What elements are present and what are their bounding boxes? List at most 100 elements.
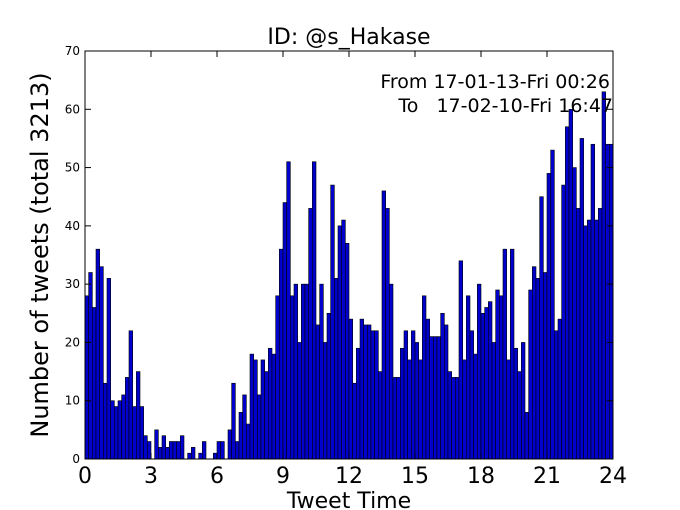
histogram-bar bbox=[506, 359, 511, 460]
histogram-bar bbox=[407, 359, 412, 460]
histogram-bar bbox=[532, 266, 537, 460]
histogram-bar bbox=[246, 423, 251, 460]
x-tick-label: 0 bbox=[78, 464, 92, 489]
histogram-bar bbox=[601, 91, 606, 460]
histogram-bar bbox=[495, 289, 500, 460]
histogram-bar bbox=[444, 324, 449, 460]
histogram-bar bbox=[147, 441, 152, 460]
histogram-bar bbox=[275, 295, 280, 460]
histogram-bar bbox=[568, 108, 573, 460]
histogram-bar bbox=[337, 225, 342, 460]
histogram-bar bbox=[125, 377, 130, 460]
histogram-bar bbox=[191, 447, 196, 460]
histogram-bar bbox=[466, 295, 471, 460]
histogram-bar bbox=[257, 394, 262, 460]
histogram-bar bbox=[92, 307, 97, 460]
histogram-bar bbox=[488, 301, 493, 460]
histogram-bar bbox=[609, 143, 614, 460]
histogram-bar bbox=[348, 318, 353, 460]
y-tick-label: 0 bbox=[72, 452, 80, 466]
histogram-bar bbox=[249, 353, 254, 460]
histogram-bar bbox=[583, 225, 588, 460]
histogram-bar bbox=[158, 447, 163, 460]
histogram-bar bbox=[286, 161, 291, 460]
histogram-bar bbox=[326, 312, 331, 460]
histogram-bar bbox=[282, 202, 287, 460]
histogram-bar bbox=[587, 219, 592, 460]
histogram-bar bbox=[334, 278, 339, 460]
histogram-bar bbox=[447, 371, 452, 460]
histogram-bar bbox=[513, 347, 518, 460]
histogram-bar bbox=[315, 324, 320, 460]
histogram-bar bbox=[579, 138, 584, 460]
histogram-bar bbox=[139, 406, 144, 460]
histogram-bar bbox=[352, 382, 357, 460]
histogram-bar bbox=[484, 307, 489, 460]
histogram-bar bbox=[392, 377, 397, 460]
histogram-bar bbox=[319, 283, 324, 460]
histogram-bar bbox=[323, 342, 328, 460]
histogram-bar bbox=[598, 208, 603, 460]
histogram-bar bbox=[499, 295, 504, 460]
histogram-bar bbox=[176, 441, 181, 460]
histogram-bar bbox=[528, 289, 533, 460]
histogram-bar bbox=[264, 371, 269, 460]
histogram-bar bbox=[242, 394, 247, 460]
x-tick-label: 18 bbox=[467, 464, 495, 489]
histogram-bar bbox=[198, 452, 203, 460]
histogram-bar bbox=[271, 353, 276, 460]
histogram-bar bbox=[293, 283, 298, 460]
histogram-bar bbox=[312, 161, 317, 460]
histogram-bar bbox=[117, 400, 122, 460]
histogram-bar bbox=[202, 441, 207, 460]
histogram-bar bbox=[462, 359, 467, 460]
histogram-bar bbox=[187, 452, 192, 460]
histogram-bar bbox=[550, 149, 555, 460]
histogram-bar bbox=[411, 330, 416, 460]
y-tick-label: 70 bbox=[65, 44, 80, 58]
x-tick-label: 24 bbox=[599, 464, 627, 489]
histogram-bar bbox=[231, 382, 236, 460]
histogram-bar bbox=[572, 167, 577, 460]
histogram-bar bbox=[88, 272, 93, 460]
period-from-label: From 17-01-13-Fri 00:26 bbox=[380, 71, 610, 93]
histogram-bar bbox=[517, 371, 522, 460]
histogram-bar bbox=[477, 283, 482, 460]
histogram-bar bbox=[565, 126, 570, 460]
histogram-bar bbox=[418, 359, 423, 460]
histogram-bar bbox=[385, 208, 390, 460]
histogram-bar bbox=[180, 435, 185, 460]
histogram-bar bbox=[103, 382, 108, 460]
histogram-bar bbox=[451, 377, 456, 460]
histogram-bar bbox=[414, 342, 419, 460]
histogram-bar bbox=[561, 184, 566, 460]
histogram-bar bbox=[367, 324, 372, 460]
histogram-bar bbox=[345, 243, 350, 460]
histogram-bar bbox=[227, 429, 232, 460]
histogram-bar bbox=[341, 219, 346, 460]
histogram-bar bbox=[510, 248, 515, 460]
histogram-bar bbox=[543, 272, 548, 460]
histogram-bar bbox=[290, 295, 295, 460]
histogram-bar bbox=[165, 447, 170, 460]
x-tick-label: 12 bbox=[335, 464, 363, 489]
histogram-bar bbox=[425, 318, 430, 460]
axis-ticks: 0 10 20 30 40 50 60 70 0 3 6 9 12 15 18 21 24 bbox=[65, 44, 627, 489]
histogram-bar bbox=[297, 342, 302, 460]
histogram-bar bbox=[539, 196, 544, 460]
histogram-bar bbox=[440, 312, 445, 460]
histogram-bar bbox=[605, 143, 610, 460]
y-tick-label: 40 bbox=[65, 219, 80, 233]
histogram-bar bbox=[363, 324, 368, 460]
x-tick-label: 9 bbox=[276, 464, 290, 489]
histogram-bar bbox=[279, 248, 284, 460]
histogram-bar bbox=[554, 330, 559, 460]
histogram-bar bbox=[220, 441, 225, 460]
histogram-bar bbox=[114, 406, 119, 460]
y-tick-label: 20 bbox=[65, 335, 80, 349]
x-axis-label: Tweet Time bbox=[286, 489, 411, 510]
histogram-bar bbox=[524, 412, 529, 460]
histogram-bar bbox=[121, 394, 126, 460]
histogram-bar bbox=[381, 190, 386, 460]
